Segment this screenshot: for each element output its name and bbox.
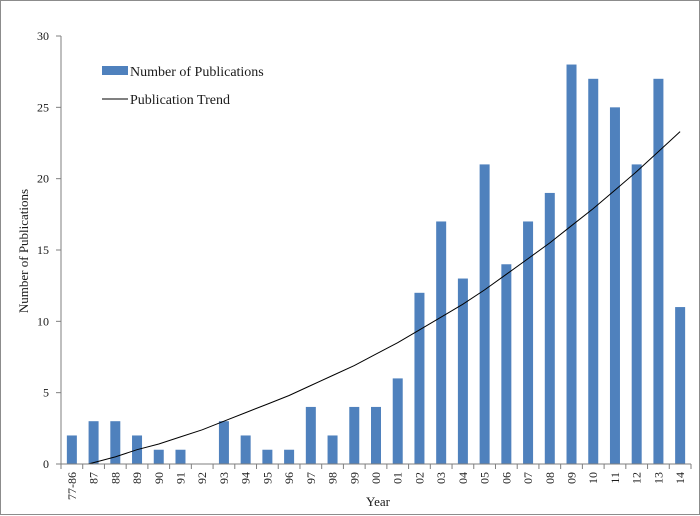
- bar-99: [349, 406, 360, 464]
- y-tick-label: 0: [43, 457, 49, 471]
- bar-90: [153, 449, 164, 464]
- x-tick-label: 95: [260, 472, 274, 484]
- bar-14: [675, 307, 686, 464]
- y-axis-title: Number of Publications: [16, 189, 31, 313]
- bar-96: [284, 449, 295, 464]
- x-tick-label: 00: [369, 472, 383, 484]
- bar-97: [305, 406, 316, 464]
- y-axis: 0 5 10 15 20 25 30: [37, 29, 62, 471]
- trend-line: [88, 131, 681, 465]
- x-tick-label: 98: [326, 472, 340, 484]
- y-tick-label: 15: [37, 243, 49, 257]
- y-tick-label: 25: [37, 100, 49, 114]
- x-tick-label: 06: [499, 472, 513, 484]
- bar-13: [653, 78, 664, 465]
- bar-04: [457, 278, 468, 464]
- bar-03: [436, 221, 447, 464]
- x-tick-label: 77-86: [65, 472, 79, 500]
- bar-02: [414, 292, 425, 464]
- bar-95: [262, 449, 273, 464]
- trend-line-group: [88, 131, 681, 465]
- bar-06: [501, 264, 512, 464]
- x-tick-label: 14: [673, 472, 687, 484]
- bar-09: [566, 64, 577, 465]
- bar-08: [544, 192, 555, 464]
- bar-91: [175, 449, 186, 464]
- bars: [66, 64, 686, 465]
- x-tick-label: 87: [87, 472, 101, 484]
- y-tick-label: 10: [37, 314, 49, 328]
- x-tick-label: 88: [108, 472, 122, 484]
- bar-12: [631, 164, 642, 464]
- x-tick-label: 08: [543, 472, 557, 484]
- legend-line-label: Publication Trend: [130, 93, 230, 108]
- bar-05: [479, 164, 490, 464]
- x-tick-label: 11: [608, 472, 622, 484]
- y-tick-label: 30: [37, 29, 49, 43]
- legend: Number of Publications Publication Trend: [102, 65, 264, 108]
- x-tick-label: 02: [412, 472, 426, 484]
- bar-87: [88, 421, 99, 464]
- bar-88: [110, 421, 121, 464]
- x-tick-label: 07: [521, 472, 535, 484]
- x-tick-label: 94: [239, 472, 253, 484]
- x-tick-label: 99: [347, 472, 361, 484]
- x-tick-label: 04: [456, 472, 470, 484]
- x-tick-label: 93: [217, 472, 231, 484]
- x-tick-label: 09: [565, 472, 579, 484]
- legend-bar-swatch: [102, 66, 128, 75]
- bar-07: [523, 221, 534, 464]
- bar-10: [588, 78, 599, 465]
- x-axis: 77-86 87 88 89 90 91 92 93 94 95 96 97 98 99 00 01 02 03 0…: [60, 463, 692, 500]
- x-tick-label: 13: [651, 472, 665, 484]
- x-tick-label: 91: [173, 472, 187, 484]
- y-tick-label: 5: [43, 386, 49, 400]
- bar-00: [371, 406, 381, 464]
- x-tick-label: 90: [152, 472, 166, 484]
- x-tick-label: 92: [195, 472, 209, 484]
- bar-94: [240, 435, 251, 464]
- x-tick-label: 96: [282, 472, 296, 484]
- bar-93: [218, 421, 229, 464]
- x-tick-label: 12: [630, 472, 644, 484]
- legend-bar-label: Number of Publications: [130, 65, 264, 80]
- x-tick-label: 97: [304, 472, 318, 484]
- x-tick-label: 10: [586, 472, 600, 484]
- y-tick-label: 20: [37, 172, 49, 186]
- x-tick-label: 01: [391, 472, 405, 484]
- bar-77-86: [66, 435, 77, 464]
- bar-11: [609, 107, 620, 464]
- bar-01: [392, 378, 403, 464]
- x-axis-title: Year: [366, 494, 391, 509]
- x-tick-label: 05: [478, 472, 492, 484]
- bar-98: [327, 435, 338, 464]
- x-tick-label: 89: [130, 472, 144, 484]
- x-tick-label: 03: [434, 472, 448, 484]
